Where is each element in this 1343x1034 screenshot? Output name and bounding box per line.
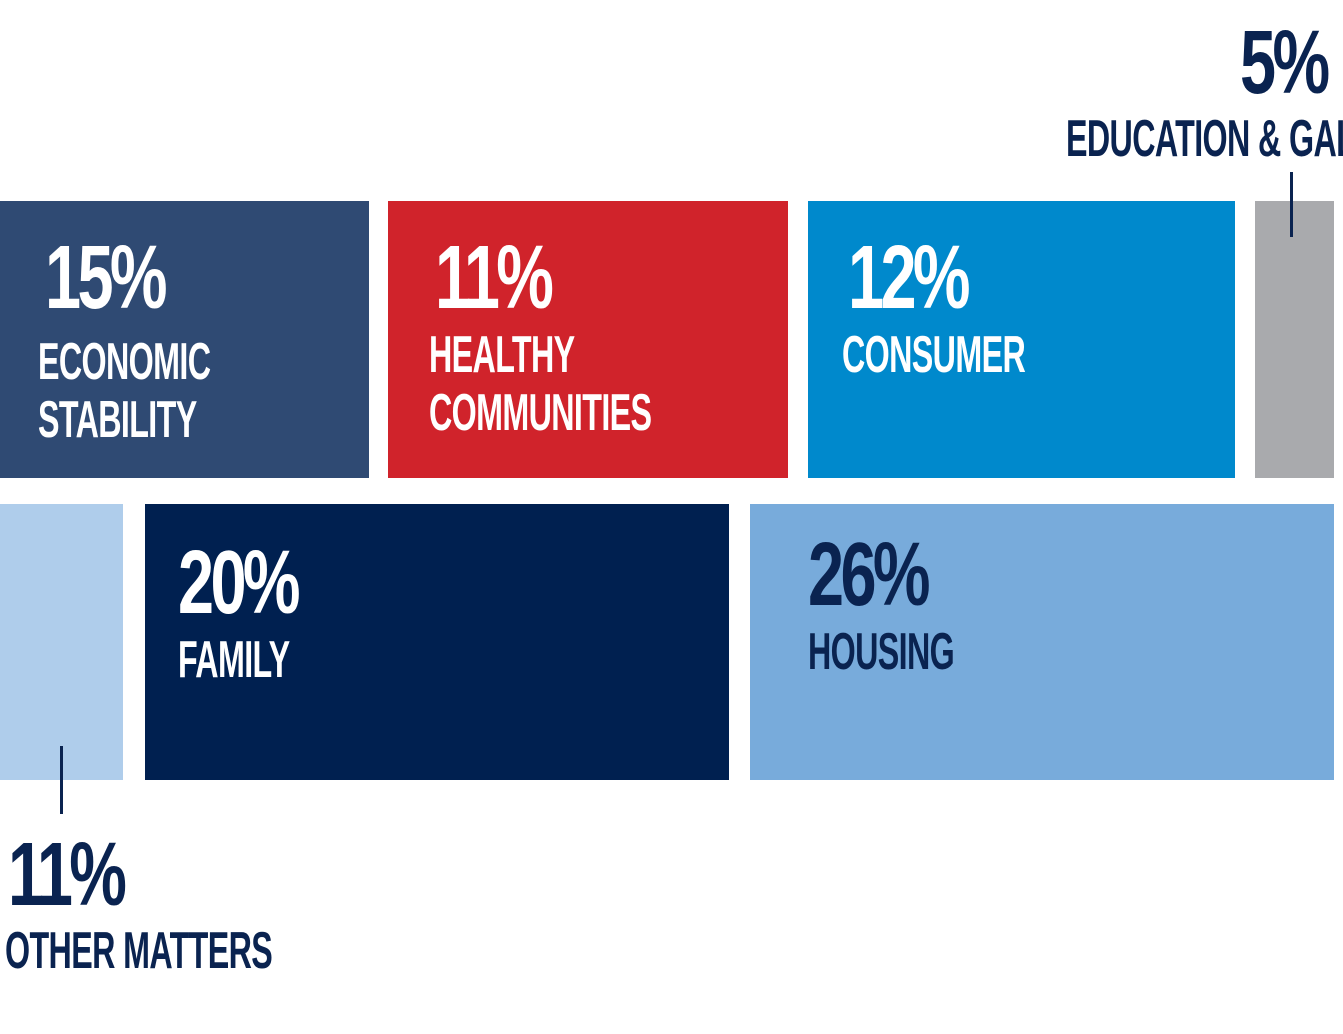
category-label-line: ECONOMIC bbox=[38, 333, 211, 391]
category-label-other: OTHER MATTERS bbox=[5, 922, 273, 980]
segment-economic bbox=[0, 201, 369, 478]
category-label-economic: ECONOMIC STABILITY bbox=[38, 333, 211, 449]
category-label-family: FAMILY bbox=[178, 631, 290, 689]
category-label-line: COMMUNITIES bbox=[429, 384, 652, 442]
value-label-housing: 26% bbox=[808, 525, 931, 625]
value-label-family: 20% bbox=[178, 533, 301, 633]
category-label-line: CONSUMER bbox=[842, 326, 1026, 384]
value-label-economic: 15% bbox=[45, 228, 168, 328]
category-label-line: HOUSING bbox=[808, 623, 955, 681]
category-label-consumer: CONSUMER bbox=[842, 326, 1026, 384]
category-label-housing: HOUSING bbox=[808, 623, 955, 681]
leader-line-education bbox=[1290, 172, 1293, 237]
category-label-line: OTHER MATTERS bbox=[5, 922, 273, 980]
value-label-healthy: 11% bbox=[435, 228, 554, 328]
segment-healthy bbox=[388, 201, 788, 478]
segment-other bbox=[0, 504, 123, 780]
value-label-consumer: 12% bbox=[848, 228, 971, 328]
leader-line-other bbox=[60, 746, 63, 814]
category-label-line: HEALTHY bbox=[429, 326, 575, 384]
category-label-line: FAMILY bbox=[178, 631, 290, 689]
value-label-education: 5% bbox=[1240, 13, 1330, 113]
segment-housing bbox=[750, 504, 1334, 780]
category-label-line: EDUCATION & GAL bbox=[1066, 110, 1343, 168]
category-label-line: STABILITY bbox=[38, 391, 197, 449]
segment-consumer bbox=[808, 201, 1235, 478]
category-label-education: EDUCATION & GAL bbox=[1066, 110, 1343, 168]
value-label-other: 11% bbox=[8, 825, 127, 925]
segment-family bbox=[145, 504, 729, 780]
category-label-healthy: HEALTHY COMMUNITIES bbox=[429, 326, 652, 442]
segment-education bbox=[1255, 201, 1334, 478]
